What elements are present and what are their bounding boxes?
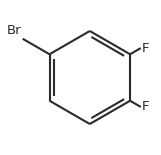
Text: Br: Br	[6, 24, 21, 37]
Text: F: F	[142, 100, 149, 113]
Text: F: F	[142, 42, 149, 55]
